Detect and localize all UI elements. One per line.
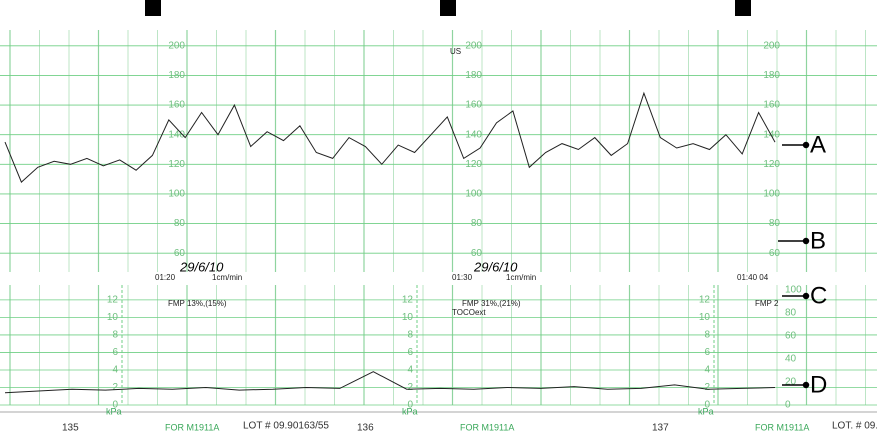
event-date: 29/6/10 bbox=[179, 259, 224, 274]
y-tick-label: 80 bbox=[471, 218, 483, 229]
sprocket bbox=[735, 0, 751, 16]
y-tick-label: 120 bbox=[465, 159, 482, 170]
unit: kPa bbox=[402, 406, 418, 416]
y-tick-label: 8 bbox=[704, 330, 710, 341]
event-time: 01:40 04 bbox=[737, 273, 769, 282]
y-tick-label: 180 bbox=[763, 70, 780, 81]
y2-tick-label: 40 bbox=[785, 353, 797, 364]
y-tick-label: 140 bbox=[465, 129, 482, 140]
y-tick-label: 180 bbox=[465, 70, 482, 81]
lot: LOT. # 09. bbox=[832, 421, 877, 432]
event-fmp: FMP 2 bbox=[755, 299, 779, 308]
event-fmp: FMP 13%,(15%) bbox=[168, 299, 227, 308]
y-tick-label: 120 bbox=[168, 159, 185, 170]
y-tick-label: 200 bbox=[465, 40, 482, 51]
trace bbox=[4, 371, 776, 394]
marker: C bbox=[810, 282, 827, 309]
y2-tick-label: 100 bbox=[785, 284, 802, 295]
event-speed: 1cm/min bbox=[506, 273, 536, 282]
y-tick-label: 160 bbox=[465, 100, 482, 111]
y2-tick-label: 60 bbox=[785, 330, 797, 341]
y-tick-label: 100 bbox=[465, 189, 482, 200]
y-tick-label: 6 bbox=[112, 347, 118, 358]
page-number: 136 bbox=[357, 423, 374, 434]
form-id: FOR M1911A bbox=[755, 422, 809, 432]
y-tick-label: 6 bbox=[704, 347, 710, 358]
y-tick-label: 160 bbox=[763, 100, 780, 111]
marker: B bbox=[810, 227, 826, 254]
y-tick-label: 12 bbox=[107, 295, 119, 306]
y-tick-label: 6 bbox=[407, 347, 413, 358]
y-tick-label: 60 bbox=[471, 248, 483, 259]
form-id: FOR M1911A bbox=[460, 422, 514, 432]
y-tick-label: 2 bbox=[704, 382, 710, 393]
unit: kPa bbox=[698, 406, 714, 416]
y-tick-label: 8 bbox=[112, 330, 118, 341]
y-tick-label: 0 bbox=[704, 400, 710, 411]
y2-tick-label: 0 bbox=[785, 400, 791, 411]
marker: D bbox=[810, 371, 827, 398]
y2-tick-label: 20 bbox=[785, 377, 797, 388]
y-tick-label: 10 bbox=[107, 312, 119, 323]
sprocket bbox=[440, 0, 456, 16]
event-speed: 1cm/min bbox=[212, 273, 242, 282]
y-tick-label: 180 bbox=[168, 70, 185, 81]
y-tick-label: 4 bbox=[704, 365, 710, 376]
sprocket bbox=[145, 0, 161, 16]
event-date: 29/6/10 bbox=[473, 259, 518, 274]
y-tick-label: 100 bbox=[763, 189, 780, 200]
series-label: TOCOext bbox=[452, 308, 486, 317]
event-fmp: FMP 31%,(21%) bbox=[462, 299, 521, 308]
y-tick-label: 4 bbox=[112, 365, 118, 376]
y-tick-label: 10 bbox=[699, 312, 711, 323]
y-tick-label: 80 bbox=[769, 218, 781, 229]
y-tick-label: 140 bbox=[763, 129, 780, 140]
y-tick-label: 200 bbox=[763, 40, 780, 51]
y-tick-label: 2 bbox=[407, 382, 413, 393]
lot: LOT # 09.90163/55 bbox=[243, 421, 329, 432]
y2-tick-label: 80 bbox=[785, 307, 797, 318]
y-tick-label: 0 bbox=[407, 400, 413, 411]
pointer-arrows bbox=[778, 141, 810, 389]
marker: A bbox=[810, 131, 826, 158]
page-number: 135 bbox=[62, 423, 79, 434]
y-tick-label: 60 bbox=[174, 248, 186, 259]
form-id: FOR M1911A bbox=[165, 422, 219, 432]
y-tick-label: 120 bbox=[763, 159, 780, 170]
event-time: 01:20 bbox=[155, 273, 176, 282]
y-tick-label: 140 bbox=[168, 129, 185, 140]
y-tick-label: 12 bbox=[402, 295, 414, 306]
y-tick-label: 2 bbox=[112, 382, 118, 393]
event-time: 01:30 bbox=[452, 273, 473, 282]
trace bbox=[4, 91, 776, 183]
y-tick-label: 8 bbox=[407, 330, 413, 341]
y-tick-label: 10 bbox=[402, 312, 414, 323]
unit: kPa bbox=[106, 406, 122, 416]
y-tick-label: 12 bbox=[699, 295, 711, 306]
y-tick-label: 0 bbox=[112, 400, 118, 411]
y-tick-label: 100 bbox=[168, 189, 185, 200]
y-tick-label: 160 bbox=[168, 100, 185, 111]
page-number: 137 bbox=[652, 423, 669, 434]
y-tick-label: 60 bbox=[769, 248, 781, 259]
y-tick-label: 4 bbox=[407, 365, 413, 376]
y-tick-label: 200 bbox=[168, 40, 185, 51]
series-label: US bbox=[450, 47, 461, 56]
y-tick-label: 80 bbox=[174, 218, 186, 229]
